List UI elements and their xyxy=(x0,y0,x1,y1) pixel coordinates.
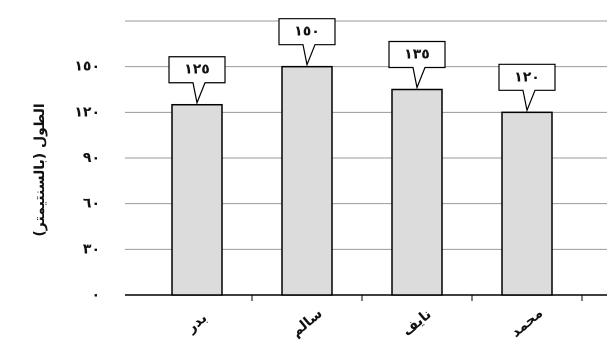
y-axis-label: الطول (بالسنتيمتر) xyxy=(32,103,48,236)
callout-box xyxy=(168,56,226,105)
callout-box xyxy=(498,63,556,113)
y-tick-label: ٦٠ xyxy=(83,196,100,212)
value-label: ١٣٥ xyxy=(404,47,430,63)
value-label: ١٢٠ xyxy=(514,69,540,85)
bar xyxy=(391,88,443,296)
value-label: ١٢٥ xyxy=(184,62,210,78)
x-tick-label: سالم xyxy=(288,306,325,341)
y-tick-label: ١٥٠ xyxy=(74,59,100,75)
x-tick-label: نايف xyxy=(399,306,434,339)
bar xyxy=(501,111,553,296)
callout-box xyxy=(388,40,446,90)
y-tick-label: ٠ xyxy=(91,287,100,303)
x-tick-label: بدر xyxy=(183,310,210,337)
y-tick-label: ١٢٠ xyxy=(74,104,100,120)
callout-box xyxy=(278,18,336,67)
y-tick-label: ٣٠ xyxy=(83,241,100,257)
bar xyxy=(281,65,333,296)
bar xyxy=(171,103,223,296)
x-tick-label: محمد xyxy=(508,305,546,341)
value-label: ١٥٠ xyxy=(294,24,320,40)
y-tick-label: ٩٠ xyxy=(83,150,100,166)
